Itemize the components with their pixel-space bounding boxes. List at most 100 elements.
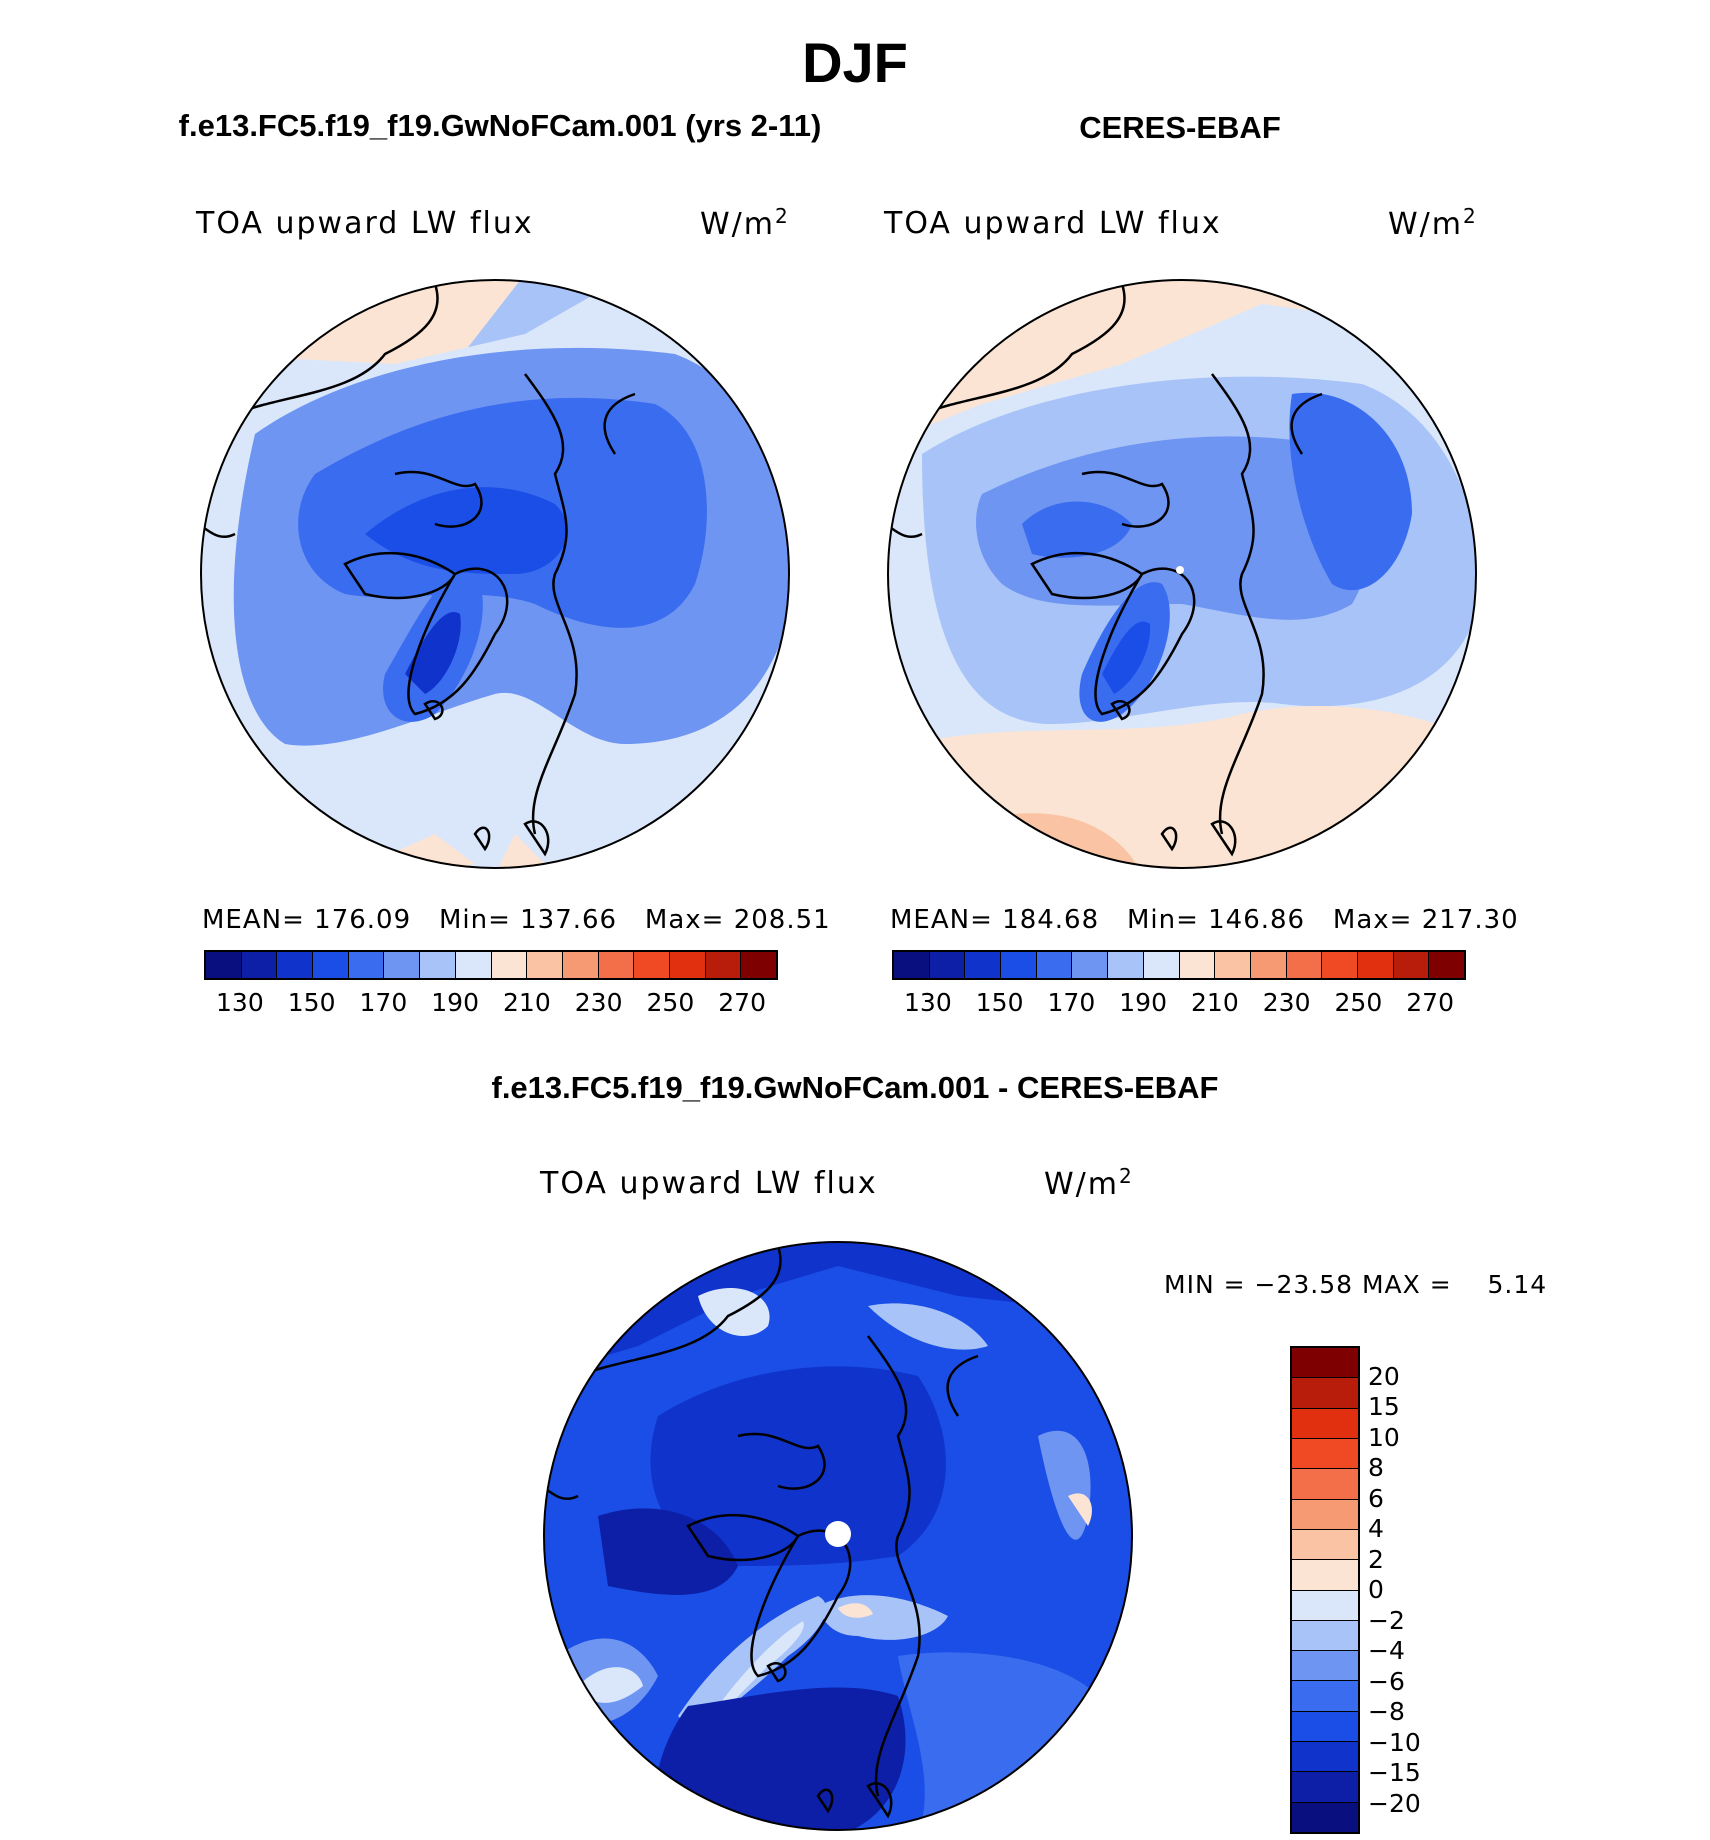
- min-value: 137.66: [520, 905, 618, 935]
- max-label: Max=: [1332, 905, 1413, 935]
- colorbar-cell: [741, 952, 776, 978]
- colorbar-cell: [455, 952, 492, 978]
- colorbar-tick-label: −10: [1368, 1727, 1421, 1757]
- colorbar-tick-label: 130: [216, 988, 264, 1017]
- colorbar-tick-label: −8: [1368, 1697, 1405, 1726]
- units-exponent: 2: [775, 204, 790, 228]
- colorbar-tick-label: 6: [1368, 1483, 1384, 1513]
- mean-label: MEAN=: [202, 905, 305, 935]
- colorbar-tick-label: −15: [1368, 1758, 1421, 1787]
- colorbar-cell: [384, 952, 421, 978]
- colorbar-tick-label: 170: [359, 988, 408, 1017]
- colorbar-cell: [1250, 952, 1287, 978]
- colorbar-cell: [1292, 1560, 1358, 1591]
- colorbar-cell: [348, 952, 385, 978]
- min-value: 146.86: [1208, 905, 1306, 935]
- colorbar-tick-label: 250: [1334, 988, 1383, 1017]
- colorbar-cell: [1286, 952, 1323, 978]
- colorbar-cell: [1429, 952, 1464, 978]
- colorbar-tick-label: 20: [1368, 1361, 1400, 1391]
- colorbar-tick-label: 170: [1047, 988, 1096, 1017]
- colorbar-cell: [206, 952, 242, 978]
- colorbar-cell: [1292, 1681, 1358, 1712]
- colorbar-tick-label: 270: [1406, 988, 1454, 1017]
- colorbar-tick-label: 4: [1368, 1514, 1384, 1543]
- colorbar-cell: [1292, 1469, 1358, 1500]
- colorbar-cell: [669, 952, 706, 978]
- colorbar-tick-label: 250: [646, 988, 695, 1017]
- colorbar-tick-label: 15: [1368, 1392, 1400, 1421]
- obs-polar-map: [887, 279, 1477, 869]
- colorbar-cell: [1292, 1651, 1358, 1682]
- colorbar-cell: [929, 952, 966, 978]
- diff-variable-label: TOA upward LW flux: [540, 1166, 878, 1201]
- diff-units-label: W/m2: [1044, 1164, 1134, 1202]
- colorbar-cell: [1292, 1529, 1358, 1561]
- min-value: −23.58: [1254, 1270, 1354, 1299]
- colorbar-cell: [1357, 952, 1394, 978]
- colorbar-cell: [1143, 952, 1180, 978]
- model-units-label: W/m2: [700, 204, 790, 242]
- colorbar-cell: [1292, 1772, 1358, 1803]
- colorbar-cell: [313, 952, 349, 978]
- diff-polar-map: [543, 1241, 1133, 1831]
- model-panel-header: f.e13.FC5.f19_f19.GwNoFCam.001 (yrs 2-11…: [178, 108, 822, 143]
- colorbar-tick-label: −6: [1368, 1666, 1405, 1696]
- max-label: Max=: [644, 905, 725, 935]
- min-label: MIN =: [1164, 1270, 1246, 1299]
- colorbar-tick-label: 230: [574, 988, 623, 1017]
- colorbar-tick-label: 190: [1119, 988, 1167, 1017]
- mean-value: 184.68: [1002, 905, 1100, 935]
- figure-title: DJF: [802, 31, 908, 94]
- colorbar-tick-label: −20: [1368, 1788, 1421, 1818]
- colorbar-tick-label: 210: [503, 988, 551, 1017]
- colorbar-cell: [527, 952, 563, 978]
- colorbar-tick-label: 190: [431, 988, 479, 1017]
- colorbar-tick-label: 230: [1262, 988, 1311, 1017]
- colorbar-tick-label: 210: [1191, 988, 1239, 1017]
- model-stats: MEAN= 176.09 Min= 137.66 Max= 208.51: [202, 905, 831, 935]
- colorbar-cell: [277, 952, 314, 978]
- model-polar-map: [200, 279, 790, 869]
- colorbar-cell: [1292, 1408, 1358, 1439]
- colorbar-cell: [1215, 952, 1251, 978]
- colorbar-cell: [491, 952, 528, 978]
- colorbar-cell: [562, 952, 599, 978]
- colorbar-cell: [1292, 1711, 1358, 1743]
- min-label: Min=: [438, 905, 511, 935]
- colorbar-cell: [1292, 1742, 1358, 1773]
- obs-stats: MEAN= 184.68 Min= 146.86 Max= 217.30: [890, 905, 1519, 935]
- model-variable-label: TOA upward LW flux: [196, 206, 534, 241]
- obs-panel-header: CERES-EBAF: [1079, 110, 1281, 145]
- units-text: W/m: [700, 207, 775, 242]
- mean-label: MEAN=: [890, 905, 993, 935]
- units-exponent: 2: [1119, 1164, 1134, 1188]
- colorbar-tick-label: −2: [1368, 1605, 1405, 1635]
- colorbar-cell: [1072, 952, 1109, 978]
- diff-colorbar: [1290, 1346, 1360, 1834]
- colorbar-tick-label: 10: [1368, 1422, 1400, 1452]
- colorbar-cell: [1001, 952, 1037, 978]
- colorbar-cell: [1179, 952, 1216, 978]
- diff-panel-header: f.e13.FC5.f19_f19.GwNoFCam.001 - CERES-E…: [491, 1070, 1219, 1105]
- max-value: 208.51: [733, 905, 831, 935]
- model-colorbar: [204, 950, 778, 980]
- colorbar-cell: [1322, 952, 1358, 978]
- colorbar-cell: [894, 952, 930, 978]
- colorbar-tick-label: 130: [904, 988, 952, 1017]
- max-label: MAX =: [1361, 1270, 1452, 1299]
- colorbar-tick-label: 2: [1368, 1544, 1384, 1574]
- colorbar-cell: [598, 952, 635, 978]
- mean-value: 176.09: [314, 905, 412, 935]
- units-text: W/m: [1044, 1167, 1119, 1202]
- colorbar-cell: [1292, 1378, 1358, 1409]
- colorbar-tick-label: 150: [975, 988, 1024, 1017]
- colorbar-cell: [241, 952, 278, 978]
- colorbar-cell: [1292, 1590, 1358, 1621]
- colorbar-cell: [1108, 952, 1144, 978]
- colorbar-tick-label: 8: [1368, 1453, 1384, 1482]
- colorbar-cell: [420, 952, 456, 978]
- obs-variable-label: TOA upward LW flux: [884, 206, 1222, 241]
- obs-units-label: W/m2: [1388, 204, 1478, 242]
- min-label: Min=: [1126, 905, 1199, 935]
